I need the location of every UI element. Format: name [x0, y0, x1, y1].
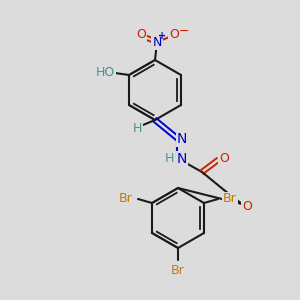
Text: O: O [219, 152, 229, 164]
Text: +: + [158, 31, 166, 41]
Text: N: N [152, 35, 162, 49]
Text: N: N [177, 132, 187, 146]
Text: H: H [132, 122, 142, 134]
Text: Br: Br [223, 193, 237, 206]
Text: Br: Br [171, 263, 185, 277]
Text: Br: Br [119, 193, 133, 206]
Text: HO: HO [95, 67, 115, 80]
Text: −: − [179, 25, 189, 38]
Text: O: O [136, 28, 146, 41]
Text: O: O [169, 28, 179, 41]
Text: N: N [177, 152, 187, 166]
Text: H: H [164, 152, 174, 166]
Text: O: O [242, 200, 252, 212]
